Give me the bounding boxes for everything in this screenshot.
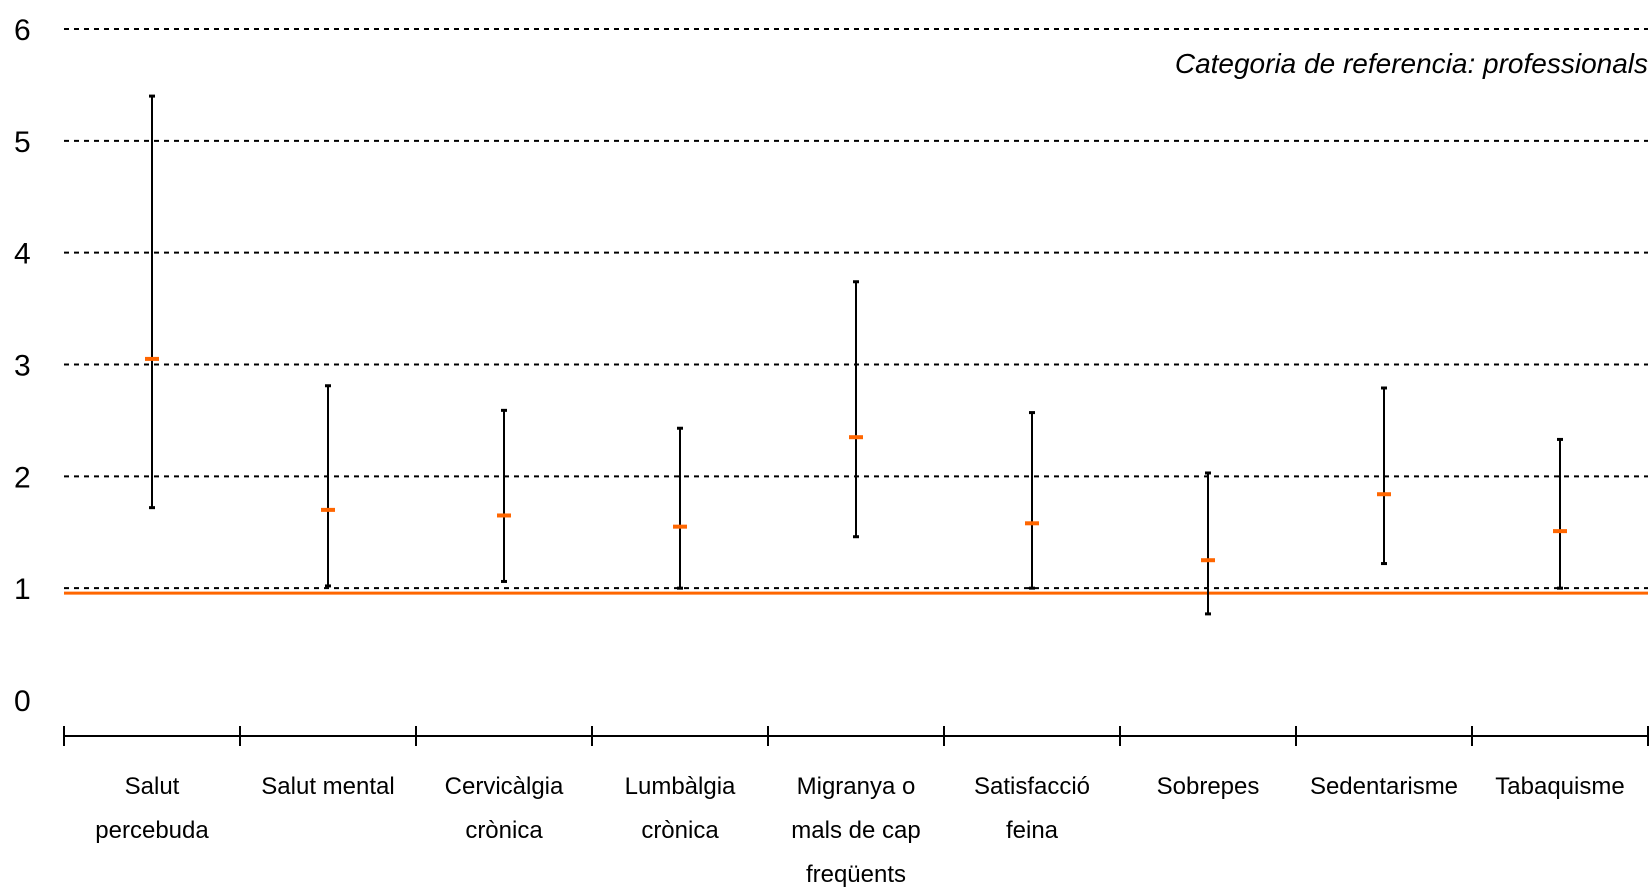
category-label-line: Salut mental: [261, 773, 394, 800]
confidence-intervals: [149, 94, 1563, 616]
category-label-1: Salut mental: [261, 773, 394, 800]
y-tick-label-3: 3: [14, 350, 31, 383]
category-label-line: feina: [1006, 817, 1059, 844]
reference-category-annotation: Categoria de referencia: professionals: [1175, 48, 1648, 79]
category-label-2: Cervicàlgia crònica: [445, 773, 564, 844]
category-label-line: Satisfacció: [974, 773, 1090, 800]
category-label-line: mals de cap: [791, 817, 920, 844]
y-tick-label-2: 2: [14, 461, 31, 494]
y-tick-label-4: 4: [14, 238, 31, 271]
y-axis-tick-labels: 0 1 2 3 4 5 6: [14, 14, 31, 718]
category-label-line: Salut: [125, 773, 180, 800]
x-axis-tick-labels: Salut percebuda Salut mental Cervicàlgia crò…: [95, 773, 1624, 888]
category-label-line: crònica: [465, 817, 543, 844]
category-label-line: percebuda: [95, 817, 209, 844]
category-label-line: freqüents: [806, 861, 906, 888]
y-tick-label-0: 0: [14, 685, 31, 718]
point-estimates: [145, 356, 1567, 563]
category-label-line: Cervicàlgia: [445, 773, 564, 800]
y-tick-label-6: 6: [14, 14, 31, 47]
category-label-line: Tabaquisme: [1495, 773, 1624, 800]
category-label-4: Migranya o mals de cap freqüents: [791, 773, 920, 888]
x-axis: [63, 726, 1649, 746]
category-label-line: Sedentarisme: [1310, 773, 1458, 800]
category-label-line: Sobrepes: [1157, 773, 1260, 800]
category-label-0: Salut percebuda: [95, 773, 209, 844]
category-label-8: Tabaquisme: [1495, 773, 1624, 800]
y-tick-label-1: 1: [14, 573, 31, 606]
category-label-7: Sedentarisme: [1310, 773, 1458, 800]
category-label-5: Satisfacció feina: [974, 773, 1090, 844]
category-label-line: crònica: [641, 817, 719, 844]
category-label-3: Lumbàlgia crònica: [625, 773, 736, 844]
category-label-line: Lumbàlgia: [625, 773, 736, 800]
category-label-6: Sobrepes: [1157, 773, 1260, 800]
category-label-line: Migranya o: [797, 773, 916, 800]
y-tick-label-5: 5: [14, 126, 31, 159]
